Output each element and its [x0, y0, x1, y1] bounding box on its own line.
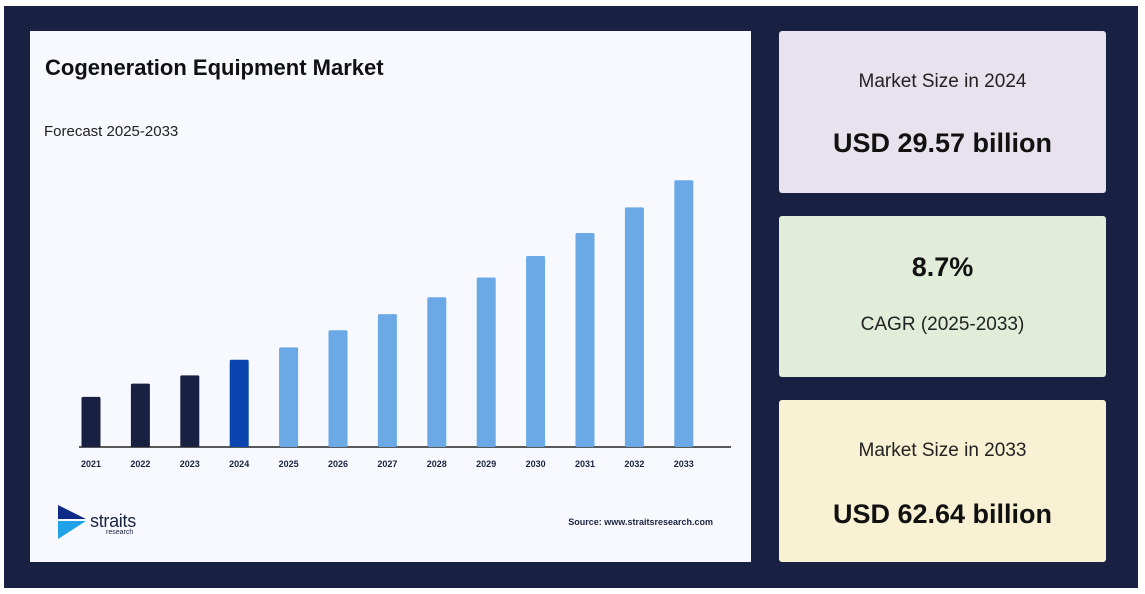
bar-2021: [81, 396, 101, 447]
bar-2029: [476, 277, 496, 447]
market-size-2033-value: USD 62.64 billion: [832, 499, 1053, 529]
bar-2025: [279, 347, 299, 447]
market-size-2024-card: Market Size in 2024 USD 29.57 billion: [779, 31, 1106, 193]
x-tick-label-2031: 2031: [575, 459, 595, 469]
bar-2023: [180, 375, 200, 447]
x-tick-label-2030: 2030: [526, 459, 546, 469]
straits-logo-icon: [58, 505, 86, 539]
x-tick-label-2033: 2033: [674, 459, 694, 469]
bar-2028: [427, 297, 447, 447]
bar-2033: [674, 180, 694, 448]
cagr-label: CAGR (2025-2033): [860, 314, 1025, 335]
bar-chart: 2021 2022 2023 2024 2025 2026 2027 2028 2029 2030…: [79, 180, 731, 469]
market-size-2024-value: USD 29.57 billion: [832, 128, 1053, 158]
source-note: Source: www.straitsresearch.com: [568, 517, 713, 527]
cagr-card: 8.7% CAGR (2025-2033): [779, 216, 1106, 377]
chart-subtitle: Forecast 2025-2033: [44, 123, 179, 140]
brand-subname: research: [106, 529, 134, 536]
x-tick-label-2032: 2032: [624, 459, 644, 469]
x-tick-label-2022: 2022: [130, 459, 150, 469]
bar-2024: [229, 359, 249, 447]
x-tick-label-2029: 2029: [476, 459, 496, 469]
bar-2031: [575, 233, 595, 447]
bar-2032: [624, 207, 644, 447]
x-tick-label-2021: 2021: [81, 459, 101, 469]
chart-title: Cogeneration Equipment Market: [45, 55, 384, 80]
bar-2027: [377, 314, 397, 447]
x-tick-label-2023: 2023: [180, 459, 200, 469]
x-tick-label-2028: 2028: [427, 459, 447, 469]
market-size-2033-label: Market Size in 2033: [858, 440, 1027, 461]
bar-2022: [130, 383, 150, 447]
market-size-2024-label: Market Size in 2024: [858, 71, 1027, 92]
brand-name: straits: [90, 511, 136, 531]
cagr-value: 8.7%: [911, 252, 974, 282]
bar-2026: [328, 330, 348, 447]
x-tick-label-2025: 2025: [279, 459, 299, 469]
bar-2030: [526, 256, 546, 447]
x-tick-label-2024: 2024: [229, 459, 249, 469]
market-size-2033-card: Market Size in 2033 USD 62.64 billion: [779, 400, 1106, 562]
chart-card: Cogeneration Equipment Market Forecast 2…: [30, 31, 751, 562]
x-tick-label-2026: 2026: [328, 459, 348, 469]
x-tick-label-2027: 2027: [377, 459, 397, 469]
